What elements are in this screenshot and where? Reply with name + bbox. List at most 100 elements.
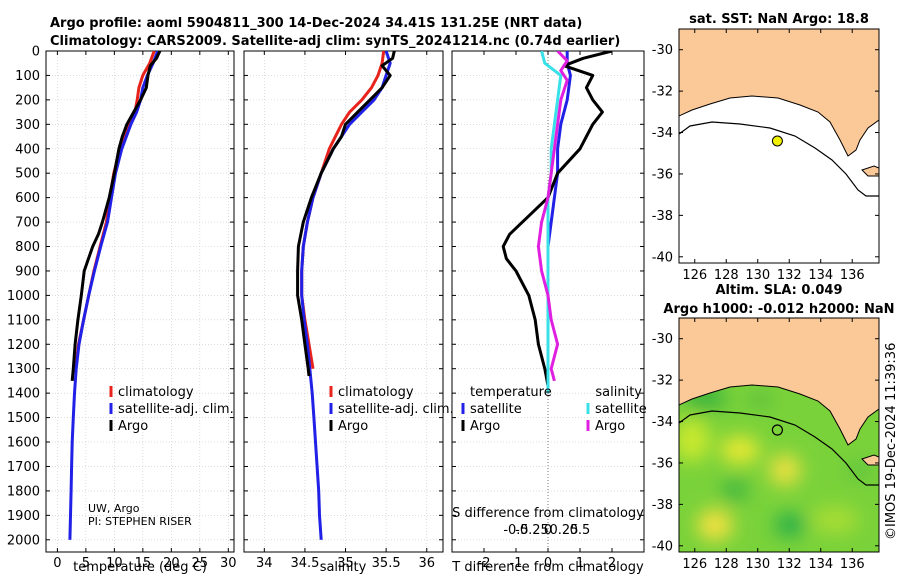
legend-label-argo: Argo bbox=[338, 419, 368, 434]
series-salinity-argo bbox=[536, 51, 569, 382]
sla-map-title-line2: Argo h1000: -0.012 h2000: NaN bbox=[663, 302, 894, 317]
t-difference-xlabel: T difference from climatology bbox=[451, 560, 644, 575]
s-tick-label: 0.5 bbox=[570, 523, 591, 538]
x-tick-label: 25 bbox=[192, 556, 209, 571]
map-y-tick-label: -38 bbox=[652, 498, 673, 513]
series-satellite-adj-clim- bbox=[68, 51, 160, 540]
map-y-tick-label: -34 bbox=[652, 415, 673, 430]
sst-map-frame bbox=[678, 28, 880, 264]
depth-tick-label: 700 bbox=[15, 216, 40, 231]
depth-tick-label: 200 bbox=[15, 93, 40, 108]
sst-argo-location-marker bbox=[771, 135, 783, 147]
map-x-tick-label: 128 bbox=[714, 557, 739, 572]
figure-title-line1: Argo profile: aoml 5904811_300 14-Dec-20… bbox=[50, 16, 582, 31]
depth-tick-label: 400 bbox=[15, 142, 40, 157]
legend-title-temperature: temperature bbox=[470, 385, 552, 400]
sla-map-title-line1: Altim. SLA: 0.049 bbox=[716, 283, 843, 298]
x-tick-label: -1 bbox=[510, 556, 523, 571]
legend-label-climatology: climatology bbox=[338, 385, 414, 400]
map-x-tick-label: 132 bbox=[777, 557, 802, 572]
map-y-tick-label: -34 bbox=[652, 126, 673, 141]
pi-annotation-line2: PI: STEPHEN RISER bbox=[88, 515, 192, 528]
map-y-tick-label: -30 bbox=[652, 43, 673, 58]
map-x-tick-label: 128 bbox=[714, 268, 739, 283]
s-tick-label: 0.25 bbox=[550, 523, 579, 538]
map-x-tick-label: 130 bbox=[745, 268, 770, 283]
series-argo bbox=[70, 51, 162, 382]
depth-tick-label: 600 bbox=[15, 191, 40, 206]
map-y-tick-label: -32 bbox=[652, 85, 673, 100]
map-x-tick-label: 130 bbox=[745, 557, 770, 572]
salinity-xlabel: salinity bbox=[320, 560, 367, 575]
difference-legend: temperature salinity satellite Argo sate… bbox=[461, 385, 647, 434]
legend-label-temp-argo: Argo bbox=[470, 419, 500, 434]
map-x-tick-label: 132 bbox=[777, 268, 802, 283]
s-tick-label: -0.25 bbox=[515, 523, 549, 538]
map-x-tick-label: 126 bbox=[682, 268, 707, 283]
s-tick-label: 0 bbox=[544, 523, 552, 538]
depth-tick-label: 300 bbox=[15, 118, 40, 133]
x-tick-label: 1 bbox=[576, 556, 584, 571]
legend-label-sal-satellite: satellite bbox=[595, 402, 647, 417]
sla-map-isobath bbox=[679, 410, 879, 486]
map-x-tick-label: 134 bbox=[808, 557, 833, 572]
depth-tick-label: 1300 bbox=[7, 362, 40, 377]
salinity-legend: climatology satellite-adj. clim. Argo bbox=[329, 385, 454, 434]
sst-map-land bbox=[679, 29, 879, 157]
map-x-tick-label: 126 bbox=[682, 557, 707, 572]
legend-label-sal-argo: Argo bbox=[595, 419, 625, 434]
legend-label-climatology: climatology bbox=[118, 385, 194, 400]
depth-tick-label: 800 bbox=[15, 240, 40, 255]
depth-tick-label: 1700 bbox=[7, 460, 40, 475]
depth-tick-label: 1800 bbox=[7, 484, 40, 499]
x-tick-label: 15 bbox=[135, 556, 152, 571]
sla-map-land bbox=[679, 318, 879, 446]
x-tick-label: 30 bbox=[220, 556, 237, 571]
sla-map-anomalies bbox=[679, 386, 874, 541]
map-y-tick-label: -40 bbox=[652, 250, 673, 265]
legend-label-satellite: satellite-adj. clim. bbox=[118, 402, 234, 417]
legend-title-salinity: salinity bbox=[595, 385, 642, 400]
temperature-legend: climatology satellite-adj. clim. Argo bbox=[109, 385, 234, 434]
depth-tick-label: 1100 bbox=[7, 313, 40, 328]
s-tick-label: -0.5 bbox=[503, 523, 528, 538]
depth-tick-label: 1000 bbox=[7, 289, 40, 304]
map-y-tick-label: -32 bbox=[652, 374, 673, 389]
depth-tick-label: 1600 bbox=[7, 436, 40, 451]
depth-tick-label: 1200 bbox=[7, 338, 40, 353]
depth-tick-label: 900 bbox=[15, 264, 40, 279]
map-y-tick-label: -30 bbox=[652, 332, 673, 347]
depth-tick-label: 100 bbox=[15, 69, 40, 84]
x-tick-label: 34 bbox=[256, 556, 273, 571]
panel-frame bbox=[45, 50, 235, 553]
depth-tick-label: 0 bbox=[32, 45, 40, 60]
x-tick-label: 10 bbox=[106, 556, 123, 571]
sla-map-frame bbox=[678, 317, 880, 553]
sla-map-kangaroo-island bbox=[861, 454, 879, 466]
temperature-panel: 0 5 10 15 20 25 30 bbox=[45, 50, 237, 571]
x-tick-label: 5 bbox=[82, 556, 90, 571]
map-y-tick-label: -40 bbox=[652, 539, 673, 554]
depth-tick-label: 500 bbox=[15, 167, 40, 182]
x-tick-label: 20 bbox=[163, 556, 180, 571]
map-y-tick-label: -36 bbox=[652, 456, 673, 471]
series-argo bbox=[296, 51, 396, 377]
x-tick-label: 0 bbox=[53, 556, 61, 571]
sst-map-title: sat. SST: NaN Argo: 18.8 bbox=[689, 12, 869, 27]
s-difference-xlabel: S difference from climatology bbox=[452, 506, 644, 521]
sla-map: 126 128 130 132 134 136 -30 -32 -34 -36 -38 -40 bbox=[652, 317, 880, 572]
legend-label-temp-satellite: satellite bbox=[470, 402, 522, 417]
map-x-tick-label: 136 bbox=[840, 268, 865, 283]
sst-map: 126 128 130 132 134 136 -30 -32 -34 -36 -38 -40 bbox=[652, 28, 880, 283]
figure-title-line2: Climatology: CARS2009. Satellite-adj cli… bbox=[50, 34, 620, 49]
x-tick-label: 36 bbox=[418, 556, 435, 571]
x-tick-label: 0 bbox=[544, 556, 552, 571]
map-y-tick-label: -36 bbox=[652, 167, 673, 182]
salinity-panel: 34 34.5 35 35.5 36 bbox=[243, 50, 444, 571]
sla-argo-location-marker bbox=[771, 424, 784, 436]
map-y-tick-label: -38 bbox=[652, 209, 673, 224]
panel-frame bbox=[243, 50, 444, 553]
x-tick-label: 2 bbox=[608, 556, 616, 571]
